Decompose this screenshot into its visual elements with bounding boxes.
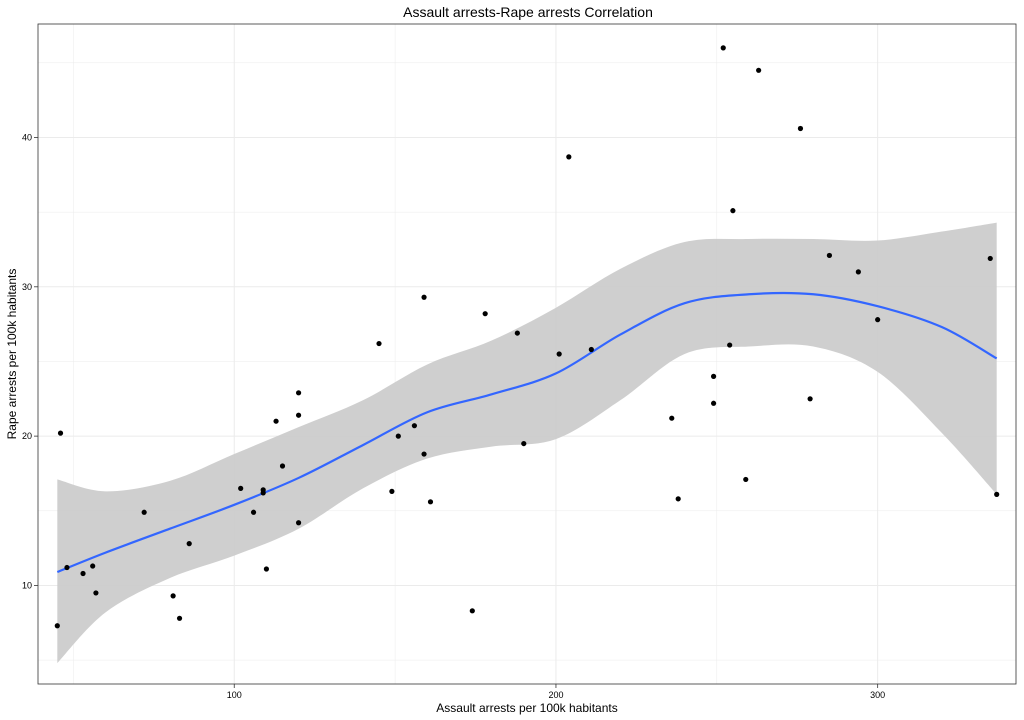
data-point (669, 415, 675, 421)
data-point (376, 340, 382, 347)
data-points (54, 45, 1000, 629)
data-point (54, 623, 60, 629)
y-tick-label: 30 (22, 282, 32, 292)
data-point (826, 252, 833, 259)
panel-border (37, 23, 1017, 685)
data-point (389, 488, 395, 494)
data-point (514, 330, 520, 336)
data-point (482, 311, 488, 317)
data-point (855, 269, 861, 275)
data-point (279, 463, 286, 469)
data-point (421, 451, 427, 457)
y-tick-label: 20 (22, 431, 32, 441)
data-point (710, 400, 717, 406)
data-point (730, 208, 736, 214)
data-point (797, 125, 804, 132)
y-axis: 10 20 30 40 (22, 132, 38, 590)
data-point (176, 615, 183, 621)
data-point (566, 154, 572, 160)
data-point (427, 499, 434, 505)
data-point (260, 490, 266, 496)
x-tick-label: 200 (548, 690, 563, 700)
data-point (93, 590, 99, 596)
y-axis-title: Rape arrests per 100k habitants (5, 269, 19, 440)
x-tick-label: 300 (870, 690, 885, 700)
data-point (875, 317, 881, 323)
data-point (250, 509, 257, 515)
data-point (64, 564, 70, 571)
x-axis: 100 200 300 (227, 684, 885, 700)
data-point (295, 412, 302, 418)
data-point (273, 418, 279, 424)
data-point (295, 390, 302, 396)
data-point (720, 45, 726, 51)
data-point (141, 509, 147, 515)
data-point (807, 396, 813, 402)
data-point (295, 520, 302, 526)
confidence-band (57, 222, 997, 664)
data-point (556, 351, 562, 357)
data-point (588, 346, 594, 353)
data-point (727, 342, 733, 348)
data-point (994, 491, 1000, 497)
data-point (80, 570, 86, 577)
data-point (90, 563, 96, 569)
data-point (170, 593, 176, 599)
data-point (675, 496, 681, 502)
data-point (411, 423, 418, 429)
y-tick-label: 40 (22, 132, 32, 142)
data-point (469, 608, 475, 614)
data-point (756, 67, 762, 73)
data-point (710, 373, 717, 379)
x-tick-label: 100 (227, 690, 242, 700)
x-axis-title: Assault arrests per 100k habitants (436, 701, 617, 715)
confidence-band-layer (57, 222, 997, 664)
data-point (57, 430, 64, 436)
data-point (987, 255, 993, 262)
chart-title: Assault arrests-Rape arrests Correlation (403, 4, 653, 20)
smooth-line (56, 291, 998, 574)
data-point (521, 440, 527, 447)
smooth-line-layer (56, 291, 998, 574)
y-tick-label: 10 (22, 580, 32, 590)
data-point (238, 485, 244, 491)
data-point (421, 294, 427, 300)
data-point (186, 541, 192, 547)
data-point (743, 476, 749, 483)
data-point (263, 566, 270, 572)
data-point (395, 433, 401, 439)
